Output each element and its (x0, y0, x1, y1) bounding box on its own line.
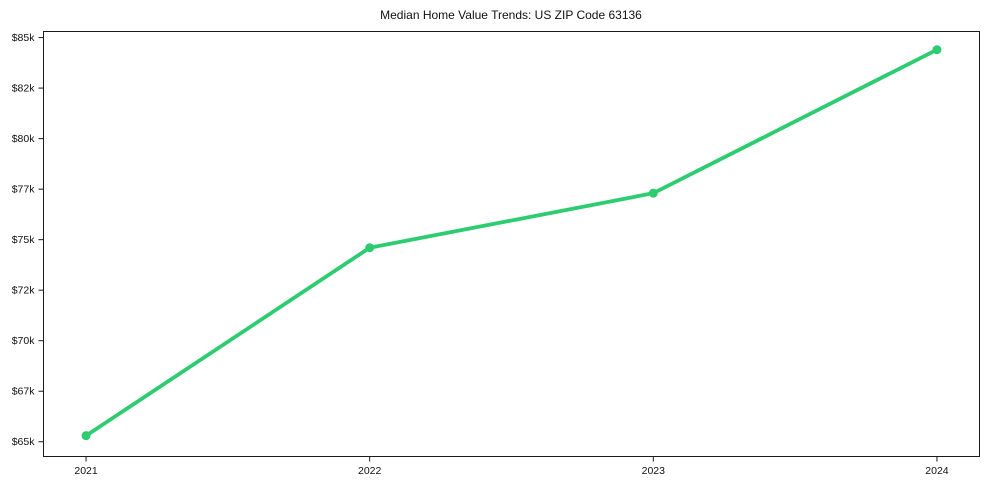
data-point-marker (365, 243, 375, 253)
chart-title: Median Home Value Trends: US ZIP Code 63… (380, 8, 642, 22)
y-tick-label: $80k (12, 133, 36, 145)
y-tick-label: $77k (12, 184, 36, 196)
y-tick-label: $75k (12, 234, 36, 246)
data-point-marker (932, 45, 942, 55)
y-tick-label: $70k (12, 335, 36, 347)
y-tick-label: $82k (12, 83, 36, 95)
y-tick-label: $67k (12, 386, 36, 398)
data-line (84, 47, 939, 438)
data-point-marker (648, 188, 658, 198)
x-tick-label: 2023 (642, 465, 666, 477)
y-tick-label: $72k (12, 285, 36, 297)
y-tick-label: $85k (12, 32, 36, 44)
x-tick-label: 2021 (74, 465, 98, 477)
y-tick-label: $65k (12, 436, 36, 448)
data-point-marker (81, 431, 91, 441)
plot-area-box (43, 31, 980, 457)
x-tick-label: 2022 (358, 465, 382, 477)
x-tick-label: 2024 (925, 465, 949, 477)
